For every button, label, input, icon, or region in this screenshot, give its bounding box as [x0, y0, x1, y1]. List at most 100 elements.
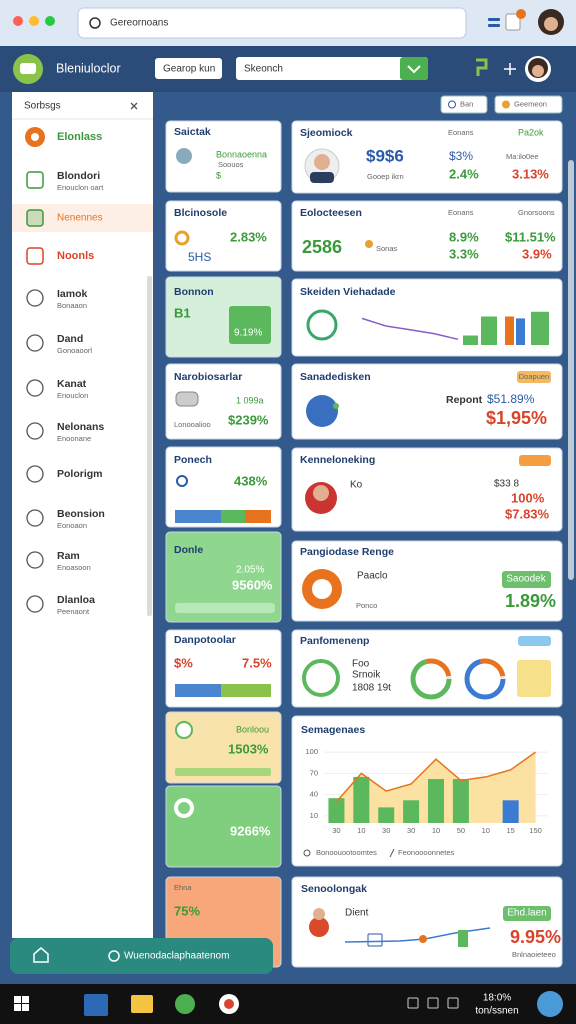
close-icon — [130, 102, 138, 110]
x-tick-label: 150 — [529, 826, 542, 835]
search-button[interactable] — [400, 57, 428, 80]
sidebar-item-label[interactable]: Dlanloa — [57, 594, 95, 606]
progress-segment — [221, 684, 271, 697]
card-text: Blcinosole — [174, 207, 227, 219]
sidebar-icon — [26, 379, 44, 397]
header-button[interactable] — [155, 58, 222, 79]
sidebar-item-sub: Enouclon oart — [57, 183, 104, 192]
footer-bar[interactable] — [10, 938, 273, 974]
card-text: Ma:ilo0ee — [506, 152, 539, 161]
card-text: Saictak — [174, 126, 211, 138]
card-text: $7.83% — [505, 506, 550, 521]
menu-icon — [488, 24, 500, 27]
taskbar-app[interactable] — [84, 994, 108, 1016]
toolbar-button[interactable] — [494, 95, 563, 114]
stat-card — [165, 200, 282, 272]
x-tick-label: 10 — [357, 826, 365, 835]
search-placeholder: Gereornoans — [110, 18, 168, 29]
card-text: Semagenaes — [301, 724, 365, 736]
sidebar-item-label[interactable]: Nenennes — [57, 213, 103, 224]
card-text: 3.13% — [512, 166, 549, 181]
card-text: Srnoik — [352, 670, 381, 681]
highlight-box — [517, 660, 551, 697]
search-box[interactable] — [77, 7, 467, 39]
card-text: Paaclo — [357, 571, 388, 582]
card-text: 100% — [511, 490, 545, 505]
clock-time: 18:0% — [483, 993, 511, 1004]
sidebar-item-label[interactable]: Noonls — [57, 250, 94, 262]
card-text: Bonloou — [236, 724, 269, 734]
badge — [519, 455, 551, 466]
sidebar-item-highlight[interactable] — [12, 204, 153, 232]
sidebar-item-label[interactable]: Dand — [57, 333, 83, 345]
sidebar-item-label[interactable]: Nelonans — [57, 421, 104, 433]
card-text: $9$6 — [366, 146, 404, 165]
sidebar-item-label[interactable]: Iamok — [57, 288, 88, 300]
card-text: 9.19% — [234, 328, 262, 339]
avatar-face — [532, 65, 544, 77]
sidebar — [12, 92, 153, 938]
legend-icon — [389, 848, 395, 858]
bar — [502, 800, 519, 823]
sidebar-item-label[interactable]: Blondori — [57, 170, 100, 182]
line — [361, 317, 459, 341]
bar — [531, 311, 549, 345]
card-text: 3.9% — [522, 246, 552, 261]
sidebar-item-label[interactable]: Polorigm — [57, 468, 103, 480]
panel-card — [291, 120, 563, 194]
card-text: B1 — [174, 305, 191, 320]
card-text: $11.51% — [505, 229, 556, 244]
card-icon — [176, 148, 192, 164]
panel-card — [291, 540, 563, 622]
stat-card — [165, 120, 282, 193]
card-icon — [175, 721, 193, 739]
sidebar-icon — [26, 247, 44, 265]
bar — [516, 318, 525, 345]
card-text: 1.89% — [505, 591, 556, 611]
app-title: Bleniuloclor — [56, 61, 121, 75]
tray-icon — [447, 997, 459, 1009]
sidebar-item-label[interactable]: Ram — [57, 550, 80, 562]
sidebar-icon — [26, 171, 44, 189]
line — [335, 751, 536, 803]
card-text: Eolocteesen — [300, 207, 362, 219]
card-text: $33 8 — [494, 479, 519, 490]
card-text: Repont — [446, 394, 483, 406]
card-icon — [333, 403, 339, 409]
header-search[interactable] — [236, 57, 428, 80]
search-icon — [89, 17, 101, 29]
card-text: Senoolongak — [301, 883, 367, 895]
sidebar-item-label[interactable]: Elonlass — [57, 131, 102, 143]
card-icon — [176, 475, 188, 487]
window-control — [13, 16, 23, 26]
sidebar-icon — [26, 465, 44, 483]
sidebar-item-label[interactable]: Kanat — [57, 378, 87, 390]
card-text: Danpotoolar — [174, 634, 236, 646]
bar — [463, 335, 478, 345]
x-tick-label: 10 — [432, 826, 440, 835]
card-text: Dient — [345, 908, 369, 919]
footer-text: Wuenodaclaphaatenom — [124, 951, 229, 962]
toolbar-button[interactable] — [440, 95, 488, 114]
card-text: Narobiosarlar — [174, 371, 242, 383]
card-text: Pangiodase Renge — [300, 546, 394, 558]
tray-icon — [407, 997, 419, 1009]
header-button-label: Gearop kun — [163, 64, 215, 75]
card-text: Doapuen — [519, 372, 549, 381]
card-text: Saoodek — [506, 574, 546, 585]
taskbar-app[interactable] — [131, 995, 153, 1013]
home-icon — [33, 947, 49, 963]
card-text: $3% — [449, 149, 473, 163]
sidebar-item-sub: Eonoaon — [57, 521, 87, 530]
sidebar-item-label[interactable]: Beonsion — [57, 508, 105, 520]
start-icon — [22, 996, 29, 1003]
y-tick-label: 70 — [310, 768, 318, 777]
start-icon — [14, 996, 21, 1003]
legend-label: Feonoooonnetes — [398, 848, 455, 857]
panel-card — [291, 876, 563, 968]
logo-mark — [20, 63, 36, 74]
sidebar-item-sub: Enoonane — [57, 434, 91, 443]
card-text: 9.95% — [510, 927, 561, 947]
card-icon — [302, 659, 340, 697]
sidebar-icon — [26, 289, 44, 307]
